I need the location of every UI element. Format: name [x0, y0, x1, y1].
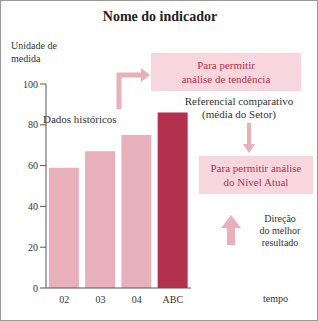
html-text:(média do Setor): (média do Setor): [202, 108, 276, 120]
html-text:Dados históricos: Dados históricos: [43, 113, 117, 125]
html-text:do melhor: do melhor: [259, 225, 301, 236]
svg-text:ABC: ABC: [163, 294, 184, 305]
html-text:Unidade de medida: Unidade de medida: [11, 40, 57, 64]
svg-text:100: 100: [23, 79, 38, 90]
html-text:tempo: tempo: [263, 293, 288, 304]
svg-text:04: 04: [132, 294, 142, 305]
svg-text:0: 0: [33, 283, 38, 294]
html-text:Referencial comparativo: Referencial comparativo: [184, 95, 294, 107]
svg-text:40: 40: [28, 201, 38, 212]
svg-text:02: 02: [59, 294, 69, 305]
html-text:Nome do indicador: Nome do indicador: [102, 9, 218, 24]
html-text:Para permitir análise: Para permitir análise: [210, 162, 302, 174]
html-text:do Nível Atual: do Nível Atual: [223, 176, 289, 188]
svg-text:03: 03: [95, 294, 105, 305]
html-text:análise de tendência: análise de tendência: [181, 73, 271, 85]
html-text:Direção: Direção: [264, 213, 296, 224]
svg-text:80: 80: [28, 119, 38, 130]
svg-text:60: 60: [28, 160, 38, 171]
svg-text:20: 20: [28, 242, 38, 253]
html-text:resultado: resultado: [261, 237, 299, 248]
html-text:Para permitir: Para permitir: [197, 59, 255, 71]
